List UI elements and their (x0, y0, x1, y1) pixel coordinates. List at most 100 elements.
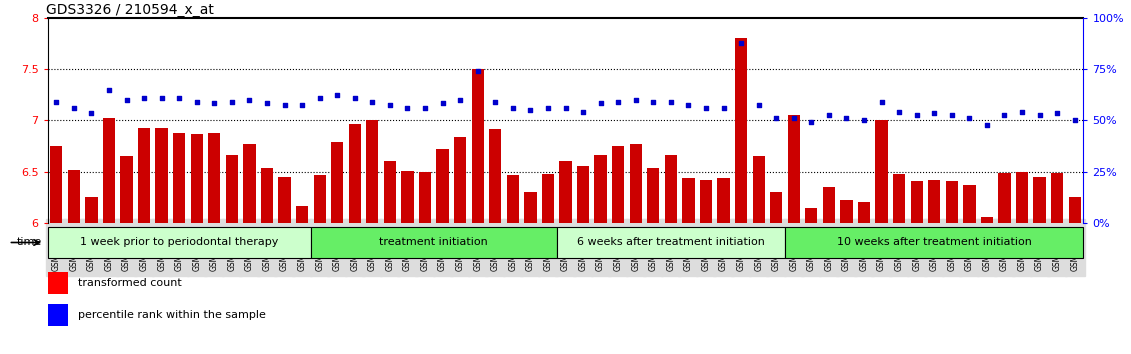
Point (890, 109, 908, 115)
Bar (630, 144, 642, 223)
Point (610, 99, 628, 105)
Bar (296, 206, 309, 223)
Bar (437, 149, 449, 223)
Point (223, 99, 241, 105)
Point (293, 102, 311, 108)
Bar (893, 174, 905, 223)
Point (398, 105, 416, 111)
Point (451, 97, 469, 103)
Point (662, 99, 680, 105)
Point (556, 105, 575, 111)
Bar (138, 127, 150, 223)
Bar (472, 69, 484, 223)
Bar (311, 227, 556, 258)
Text: 6 weeks after treatment initiation: 6 weeks after treatment initiation (577, 238, 765, 247)
Bar (682, 178, 694, 223)
Bar (243, 144, 256, 223)
Bar (595, 155, 606, 223)
Bar (735, 38, 748, 223)
Point (802, 120, 820, 125)
Bar (454, 137, 466, 223)
Point (872, 99, 890, 105)
Point (205, 100, 223, 106)
Bar (418, 172, 431, 223)
Point (715, 105, 733, 111)
Bar (999, 173, 1011, 223)
Bar (875, 120, 888, 223)
Point (592, 100, 610, 106)
Point (837, 115, 855, 121)
Bar (822, 187, 835, 223)
Bar (48, 227, 311, 258)
Text: treatment initiation: treatment initiation (379, 238, 489, 247)
Point (311, 95, 329, 101)
Bar (489, 129, 501, 223)
Bar (173, 133, 185, 223)
Point (697, 105, 715, 111)
Point (627, 97, 645, 103)
Point (153, 95, 171, 101)
Bar (120, 156, 132, 223)
Bar (910, 181, 923, 223)
Point (276, 102, 294, 108)
Bar (981, 217, 993, 223)
Point (328, 92, 346, 97)
Point (1030, 112, 1048, 118)
Bar (560, 161, 571, 223)
Text: percentile rank within the sample: percentile rank within the sample (78, 310, 266, 320)
Bar (278, 177, 291, 223)
Point (346, 95, 364, 101)
Point (64, 105, 83, 111)
Bar (665, 155, 677, 223)
Bar (1069, 198, 1081, 223)
Bar (929, 180, 940, 223)
Bar (787, 115, 800, 223)
Point (503, 105, 521, 111)
Point (538, 105, 556, 111)
Point (135, 95, 153, 101)
Bar (313, 175, 326, 223)
Bar (85, 198, 97, 223)
Text: time: time (17, 238, 42, 247)
Bar (700, 180, 713, 223)
Text: 1 week prior to periodontal therapy: 1 week prior to periodontal therapy (80, 238, 278, 247)
Point (575, 109, 593, 115)
Bar (261, 167, 274, 223)
Point (83, 110, 101, 116)
Bar (208, 133, 221, 223)
Point (118, 97, 136, 103)
Point (363, 99, 381, 105)
Bar (1016, 172, 1028, 223)
Point (645, 99, 663, 105)
Bar (191, 134, 202, 223)
Point (241, 97, 259, 103)
Text: transformed count: transformed count (78, 278, 182, 289)
Point (468, 68, 486, 74)
Point (433, 100, 451, 106)
Bar (785, 227, 1083, 258)
Point (732, 40, 750, 46)
Point (521, 107, 539, 113)
Bar (366, 120, 379, 223)
Bar (717, 178, 729, 223)
Text: GDS3326 / 210594_x_at: GDS3326 / 210594_x_at (46, 3, 215, 17)
Point (1065, 118, 1083, 123)
Point (750, 102, 768, 108)
Point (908, 112, 926, 118)
Bar (226, 155, 238, 223)
Text: 10 weeks after treatment initiation: 10 weeks after treatment initiation (837, 238, 1031, 247)
Bar (577, 166, 589, 223)
Bar (50, 146, 62, 223)
Bar (331, 142, 344, 223)
Bar (68, 170, 80, 223)
Point (486, 99, 504, 105)
Point (1048, 110, 1067, 116)
Point (943, 112, 961, 118)
Bar (525, 192, 536, 223)
Bar (155, 127, 167, 223)
Point (1013, 109, 1031, 115)
Point (100, 87, 118, 92)
Point (170, 95, 188, 101)
Point (995, 112, 1013, 118)
Bar (946, 181, 958, 223)
